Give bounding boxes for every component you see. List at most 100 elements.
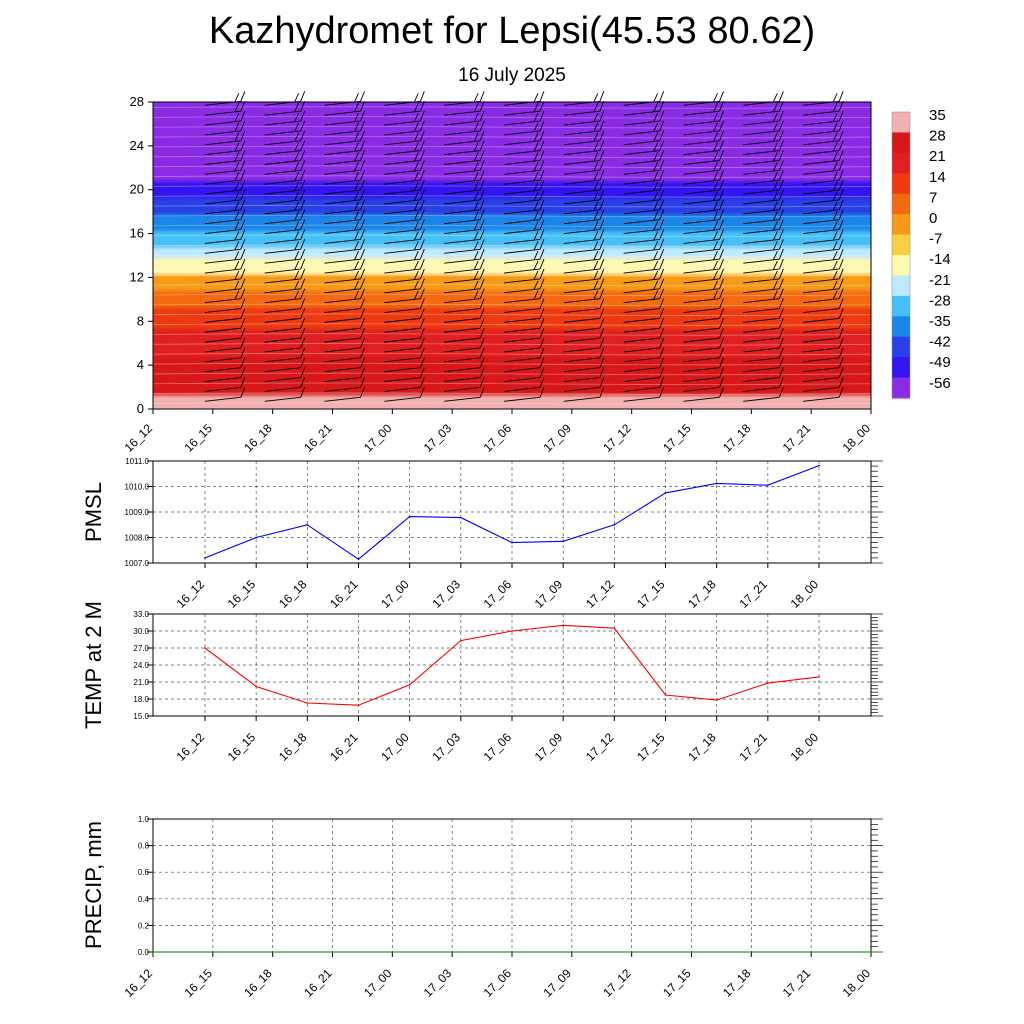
wind-barb — [264, 327, 306, 343]
wind-barb — [623, 387, 665, 402]
wind-barb — [623, 308, 665, 323]
wind-barb — [384, 377, 425, 392]
wind-barb — [324, 209, 365, 225]
wind-barb — [803, 209, 844, 225]
wind-barb — [503, 120, 545, 136]
wind-barb — [204, 189, 246, 205]
x-tick-label: 16_18 — [241, 966, 275, 1000]
x-tick-label: 16_12 — [122, 421, 156, 455]
wind-barb — [623, 209, 665, 225]
y-tick-label: 1009.0 — [125, 508, 150, 517]
chart-title: Kazhydromet for Lepsi(45.53 80.62) — [208, 10, 816, 52]
wind-barb — [264, 367, 306, 383]
wind-barb — [743, 239, 784, 254]
y-axis-label: PMSL — [81, 482, 106, 542]
wind-barb — [803, 229, 844, 244]
colorbar-label: -42 — [929, 334, 951, 351]
wind-barb — [264, 347, 306, 363]
wind-barb — [503, 110, 545, 126]
chart-date: 16 July 2025 — [458, 65, 566, 86]
y-axis-label: TEMP at 2 M — [81, 601, 106, 729]
wind-barb — [503, 140, 545, 156]
wind-barb — [384, 170, 425, 185]
x-tick-label: 16_21 — [301, 966, 335, 1000]
wind-barb — [264, 199, 306, 215]
x-tick-label: 17_06 — [481, 966, 515, 1000]
wind-barb — [384, 387, 425, 402]
wind-barb — [384, 179, 425, 195]
x-tick-label: 18_00 — [840, 421, 874, 455]
x-tick-label: 17_06 — [481, 577, 515, 611]
precipitation-point — [630, 951, 633, 953]
wind-barb — [743, 308, 784, 323]
temperature-point — [357, 704, 360, 707]
wind-barb — [444, 130, 485, 146]
wind-barb — [503, 239, 545, 254]
colorbar-segment — [892, 214, 910, 236]
wind-barb — [803, 387, 844, 402]
wind-barb — [803, 219, 844, 235]
wind-barb — [264, 110, 306, 126]
wind-barb — [803, 160, 844, 175]
wind-barb — [324, 347, 365, 363]
precipitation-point — [391, 951, 394, 953]
y-tick-label: 0.8 — [138, 842, 150, 851]
wind-barb — [743, 278, 784, 294]
wind-barb — [683, 347, 724, 363]
wind-barb — [384, 318, 425, 333]
wind-barb — [623, 239, 665, 254]
wind-barb — [444, 387, 485, 402]
x-tick-label: 17_21 — [736, 577, 770, 611]
wind-barb — [384, 100, 425, 116]
colorbar-label: -14 — [929, 251, 951, 268]
wind-barb — [503, 170, 545, 185]
x-tick-label: 17_12 — [583, 577, 617, 611]
wind-barb — [264, 337, 306, 353]
wind-barb — [743, 160, 784, 175]
wind-barb — [324, 318, 365, 333]
wind-barb — [384, 249, 425, 264]
y-tick-label: 33.0 — [133, 610, 149, 619]
pmsl-point — [562, 540, 565, 543]
wind-barb — [683, 239, 724, 254]
x-tick-label: 17_15 — [660, 966, 694, 1000]
x-tick-label: 16_18 — [241, 421, 275, 455]
wind-barb — [563, 387, 605, 402]
wind-barbs — [204, 91, 844, 402]
wind-barb — [264, 209, 306, 225]
wind-barb — [683, 189, 724, 205]
wind-barb — [503, 337, 545, 353]
wind-barb — [503, 308, 545, 323]
wind-barb — [803, 140, 844, 156]
wind-barb — [503, 377, 545, 392]
wind-barb — [264, 100, 306, 116]
wind-barb — [683, 357, 724, 373]
wind-barb — [623, 160, 665, 175]
wind-barb — [563, 189, 605, 205]
wind-barb — [743, 179, 784, 195]
wind-barb — [803, 367, 844, 383]
x-tick-label: 17_09 — [540, 966, 574, 1000]
wind-barb — [503, 160, 545, 175]
wind-barb — [204, 249, 246, 264]
temperature-point — [204, 647, 206, 649]
x-tick-label: 17_03 — [429, 577, 463, 611]
wind-barb — [623, 298, 665, 313]
precipitation-point — [451, 951, 454, 953]
wind-barb — [264, 179, 306, 195]
wind-barb — [683, 160, 724, 175]
precipitation-point — [570, 951, 573, 953]
wind-barb — [384, 120, 425, 136]
temperature-point — [511, 630, 513, 632]
wind-barb — [683, 110, 724, 126]
wind-barb — [623, 357, 665, 373]
precipitation-point — [870, 951, 872, 953]
wind-barb — [563, 110, 605, 126]
wind-barb — [803, 170, 844, 185]
wind-barb — [324, 229, 365, 244]
precipitation-point — [690, 951, 693, 953]
colorbar-segment — [892, 152, 910, 174]
wind-barb — [264, 387, 306, 402]
wind-barb — [324, 367, 365, 383]
wind-barb — [444, 179, 485, 195]
